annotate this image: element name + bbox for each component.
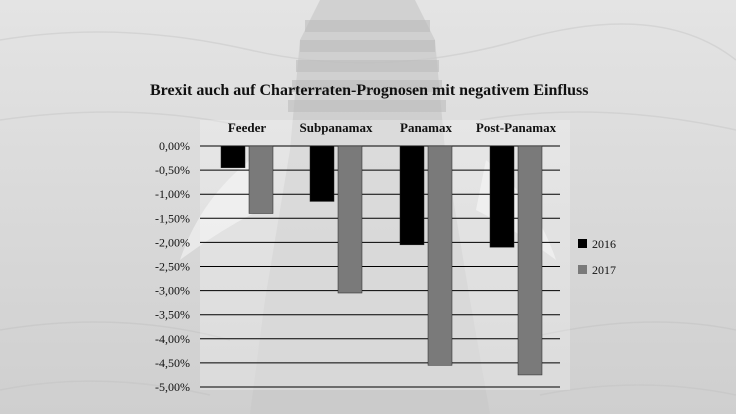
y-tick-label: -1,50% <box>155 211 190 225</box>
y-tick-label: -5,00% <box>155 380 190 394</box>
category-label: Feeder <box>228 120 266 135</box>
y-axis-ticks: 0,00% -0,50% -1,00% -1,50% -2,00% -2,50% -3,00… <box>155 139 190 394</box>
category-label: Subpanamax <box>300 120 373 135</box>
legend-label: 2016 <box>592 237 616 251</box>
category-labels: Feeder Subpanamax Panamax Post-Panamax <box>228 120 557 135</box>
y-tick-label: -0,50% <box>155 163 190 177</box>
bars <box>220 145 543 376</box>
bar-2016-post-panamax <box>489 145 515 248</box>
legend-label: 2017 <box>592 263 616 277</box>
y-tick-label: -4,50% <box>155 356 190 370</box>
y-tick-label: -2,50% <box>155 260 190 274</box>
legend-swatch-2017 <box>578 265 587 274</box>
bar-2016-feeder <box>220 145 246 168</box>
bar-2016-panamax <box>399 145 425 246</box>
y-tick-label: -4,00% <box>155 332 190 346</box>
y-tick-label: -3,50% <box>155 308 190 322</box>
bar-2017-subpanamax <box>337 145 363 294</box>
bar-2017-post-panamax <box>517 145 543 376</box>
legend-swatch-2016 <box>578 239 587 248</box>
y-tick-label: -3,00% <box>155 284 190 298</box>
bar-2017-feeder <box>248 145 274 214</box>
category-label: Post-Panamax <box>476 120 557 135</box>
bar-2017-panamax <box>427 145 453 366</box>
y-tick-label: -1,00% <box>155 187 190 201</box>
bar-2016-subpanamax <box>309 145 335 202</box>
y-tick-label: -2,00% <box>155 235 190 249</box>
y-tick-label: 0,00% <box>159 139 190 153</box>
category-label: Panamax <box>400 120 453 135</box>
chart-title: Brexit auch auf Charterraten-Prognosen m… <box>150 82 589 99</box>
legend: 2016 2017 <box>578 237 616 277</box>
